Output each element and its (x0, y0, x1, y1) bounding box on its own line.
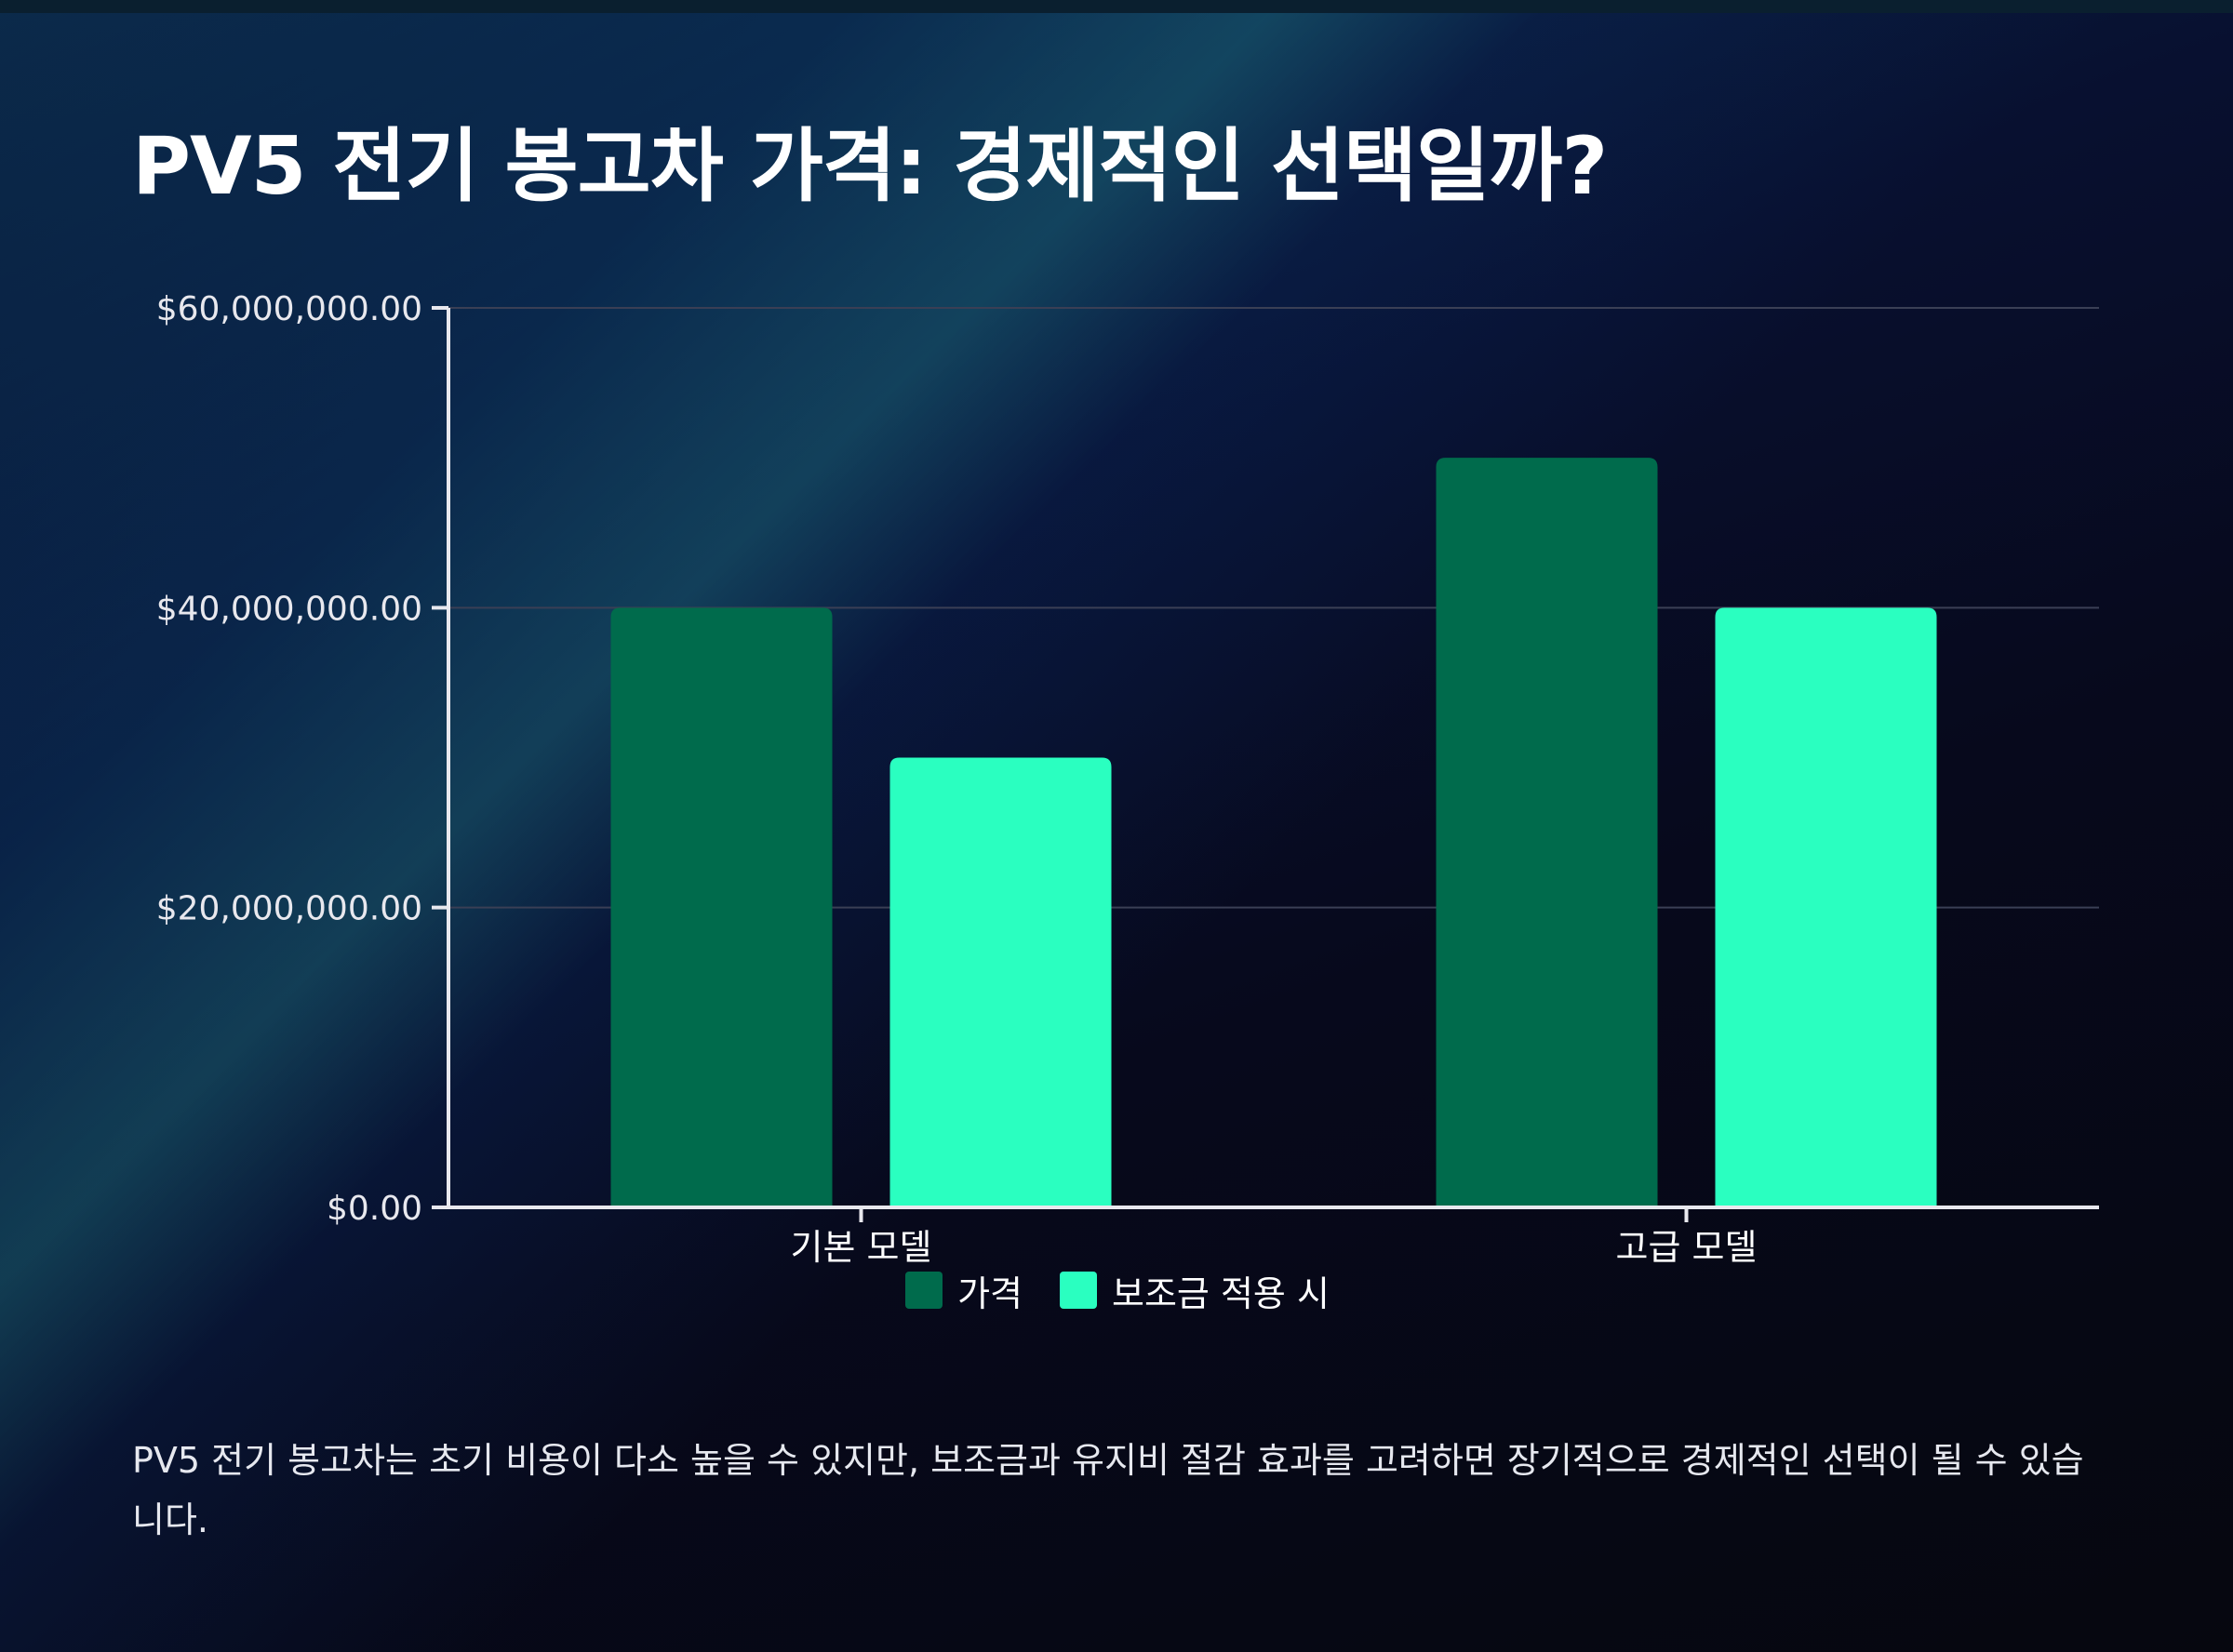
y-tick-label: $40,000,000.00 (156, 590, 422, 628)
description-text: PV5 전기 봉고차는 초기 비용이 다소 높을 수 있지만, 보조금과 유지비… (132, 1440, 2084, 1540)
bar (1436, 458, 1658, 1208)
bar (1715, 607, 1937, 1207)
y-tick-label: $0.00 (327, 1190, 422, 1228)
y-tick-label: $60,000,000.00 (156, 290, 422, 328)
legend-item-price: 가격 (905, 1265, 1023, 1316)
legend-label-subsidy: 보조금 적용 시 (1112, 1272, 1330, 1314)
legend-label-price: 가격 (957, 1272, 1023, 1314)
x-tick-label: 기본 모델 (791, 1227, 932, 1268)
page-title: PV5 전기 봉고차 가격: 경제적인 선택일까? (132, 120, 1608, 213)
chart-legend: 가격 보조금 적용 시 (0, 1265, 2233, 1316)
top-border (0, 0, 2233, 13)
legend-item-subsidy: 보조금 적용 시 (1060, 1265, 1330, 1316)
legend-swatch-price (905, 1272, 943, 1309)
y-tick-label: $20,000,000.00 (156, 890, 422, 928)
bar (610, 607, 833, 1207)
x-tick-label: 고급 모델 (1616, 1227, 1758, 1268)
legend-swatch-subsidy (1060, 1272, 1097, 1309)
bar (889, 757, 1112, 1207)
